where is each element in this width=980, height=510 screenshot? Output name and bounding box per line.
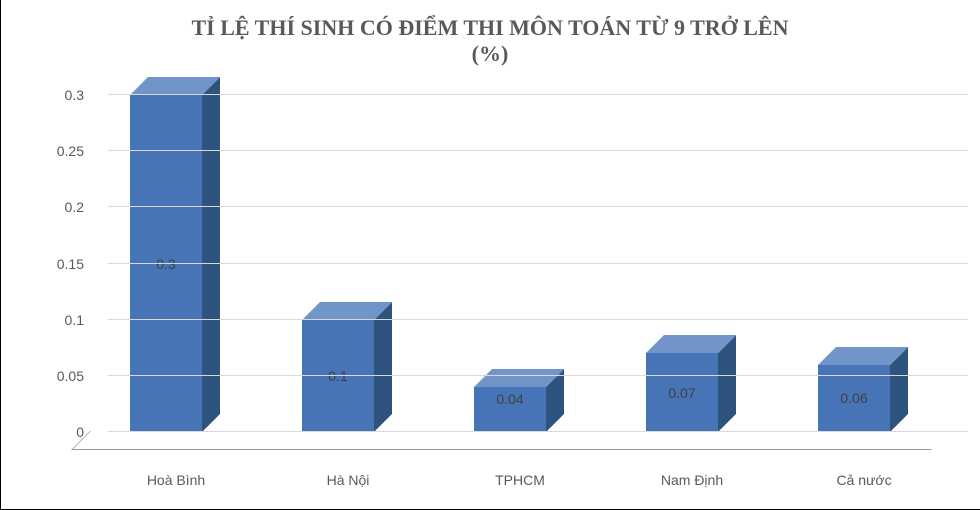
- x-axis-label: Hà Nội: [327, 472, 370, 488]
- y-axis-label: 0.15: [57, 256, 90, 272]
- plot-area: 0.30.10.040.070.06 00.050.10.150.20.250.…: [90, 95, 950, 450]
- bar-value-label: 0.1: [328, 368, 347, 384]
- gridline: [108, 94, 968, 95]
- y-axis-label: 0.3: [65, 87, 90, 103]
- chart-title-line1: TỈ LỆ THÍ SINH CÓ ĐIỂM THI MÔN TOÁN TỪ 9…: [192, 15, 789, 40]
- y-axis-label: 0.05: [57, 368, 90, 384]
- x-axis-label: Hoà Bình: [147, 472, 205, 488]
- chart-floor: [71, 431, 950, 450]
- chart-border-left: [0, 0, 1, 510]
- chart-title: TỈ LỆ THÍ SINH CÓ ĐIỂM THI MÔN TOÁN TỪ 9…: [0, 15, 980, 68]
- bar-side: [202, 77, 220, 432]
- gridline: [108, 319, 968, 320]
- gridline: [108, 150, 968, 151]
- bar: 0.07: [646, 353, 718, 432]
- y-axis-label: 0.2: [65, 199, 90, 215]
- y-axis-label: 0.25: [57, 143, 90, 159]
- gridline: [108, 263, 968, 264]
- bar-value-label: 0.06: [840, 390, 867, 406]
- y-axis-label: 0.1: [65, 312, 90, 328]
- bar-value-label: 0.3: [156, 256, 175, 272]
- gridline: [108, 375, 968, 376]
- chart-container: TỈ LỆ THÍ SINH CÓ ĐIỂM THI MÔN TOÁN TỪ 9…: [0, 0, 980, 510]
- x-axis-label: Nam Định: [661, 472, 723, 488]
- bar-side: [374, 302, 392, 432]
- x-axis-label: Cả nước: [836, 472, 891, 488]
- bar-value-label: 0.04: [496, 391, 523, 407]
- bars-layer: 0.3 0.1 0.04 0.07 0.06: [90, 95, 950, 432]
- bar: 0.04: [474, 387, 546, 432]
- bar-value-label: 0.07: [668, 385, 695, 401]
- y-axis-label: 0: [76, 424, 90, 440]
- bar: 0.3: [130, 95, 202, 432]
- chart-title-line2: (%): [472, 41, 509, 66]
- gridline: [108, 431, 968, 432]
- x-axis-label: TPHCM: [495, 472, 545, 488]
- gridline: [108, 206, 968, 207]
